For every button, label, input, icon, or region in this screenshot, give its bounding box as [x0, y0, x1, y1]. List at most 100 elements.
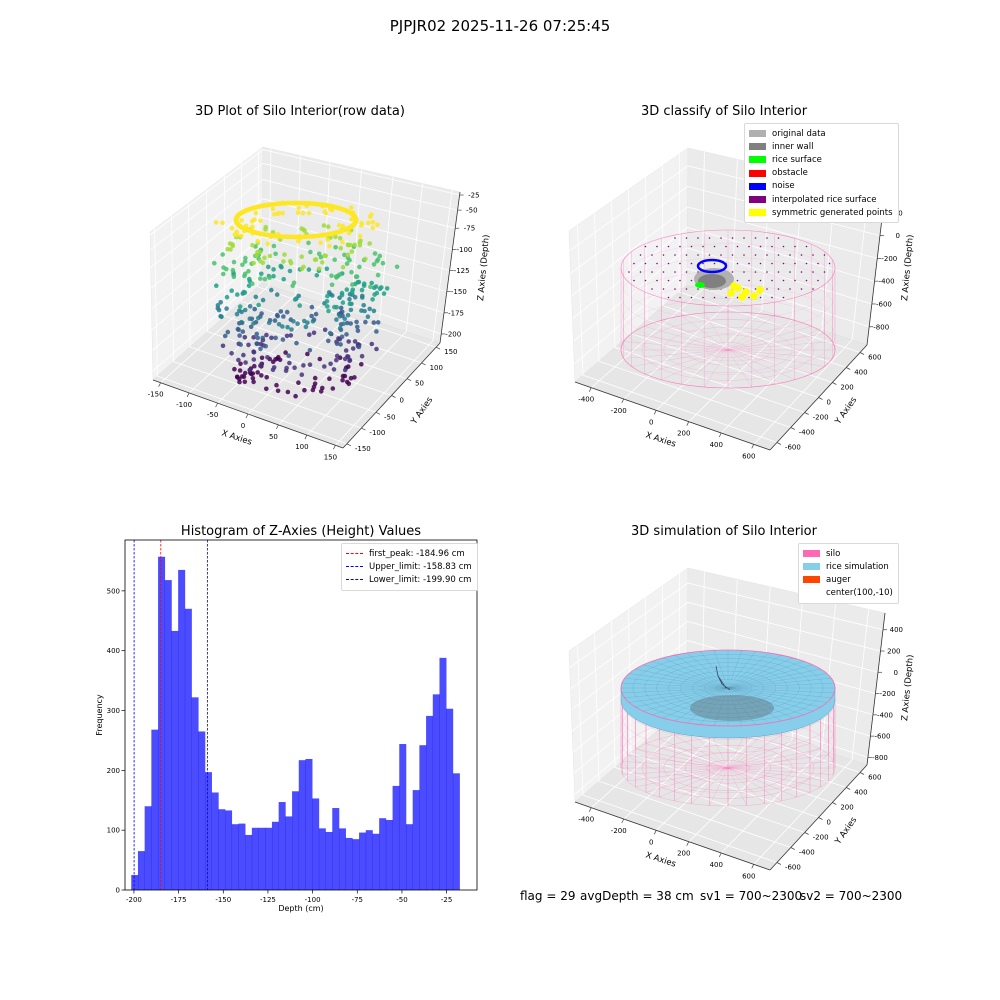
data-point	[300, 210, 306, 216]
data-point	[256, 230, 261, 236]
x-tick-label: -200	[611, 827, 627, 835]
data-point	[248, 324, 254, 330]
data-point	[246, 228, 252, 234]
y-tick-label: 150	[444, 348, 457, 356]
data-point	[271, 243, 277, 249]
histogram-bar	[251, 827, 259, 890]
legend-swatch	[749, 196, 766, 204]
data-point	[361, 303, 367, 308]
data-point	[318, 389, 324, 394]
rice-mesh-spoke	[713, 687, 729, 726]
data-point	[257, 249, 263, 255]
silo-floor-spoke	[691, 767, 729, 804]
gridline	[257, 150, 437, 348]
data-point	[259, 311, 264, 316]
data-point	[342, 316, 348, 322]
data-point	[227, 241, 233, 246]
silo-floor-spoke	[644, 326, 729, 351]
x-axis-line	[152, 379, 344, 449]
y-tick	[832, 382, 837, 385]
histogram-bar	[426, 715, 434, 890]
data-point	[329, 273, 334, 279]
data-point	[243, 223, 249, 229]
data-point	[346, 364, 351, 369]
y-tick-label: 100	[430, 364, 443, 372]
symmetric-point	[734, 284, 742, 292]
data-point	[361, 257, 367, 263]
data-point	[348, 321, 354, 326]
silo-floor-spoke	[727, 732, 765, 769]
data-point	[348, 307, 354, 313]
data-point	[275, 356, 280, 361]
data-point	[237, 379, 242, 385]
interpolated-point	[725, 279, 727, 282]
histogram-bar	[332, 808, 340, 890]
data-point	[350, 212, 356, 218]
rice-mesh-ring	[704, 679, 752, 697]
data-point	[337, 295, 342, 301]
data-point	[296, 239, 301, 244]
rice-mesh-spoke	[700, 687, 729, 725]
data-point	[244, 226, 249, 232]
data-point	[384, 286, 390, 291]
data-point	[307, 201, 312, 206]
y-tick-label: -600	[785, 444, 801, 452]
gridline	[623, 579, 738, 820]
histogram-bar	[278, 802, 286, 890]
data-point	[294, 340, 299, 346]
rice-mesh-spoke	[662, 687, 729, 719]
silo-floor-spoke	[727, 767, 829, 782]
silo-floor-spoke	[727, 341, 833, 351]
data-point	[346, 225, 352, 231]
data-point	[357, 233, 363, 239]
data-point	[281, 276, 287, 282]
data-point	[258, 363, 263, 368]
data-point	[309, 201, 315, 207]
rice-mesh-spoke	[713, 650, 729, 689]
silo-floor-spoke	[727, 349, 775, 385]
data-point	[237, 321, 242, 326]
interpolated-point	[800, 254, 803, 256]
y-tick-label: -400	[799, 849, 815, 857]
data-point	[334, 353, 340, 359]
data-point	[320, 385, 325, 391]
silo-floor-spoke	[727, 767, 811, 793]
data-point	[221, 265, 226, 270]
data-point	[270, 206, 276, 212]
x-tick-label: -150	[148, 391, 164, 399]
data-point	[367, 241, 373, 246]
legend-swatch	[749, 156, 766, 164]
rice-mesh-spoke	[674, 687, 729, 722]
y-tick	[391, 395, 396, 398]
data-point	[256, 302, 261, 308]
data-point	[242, 379, 248, 385]
data-point	[233, 218, 239, 224]
data-point	[307, 348, 313, 353]
y-tick-label: 600	[868, 354, 881, 362]
silo-floor-spoke	[727, 349, 795, 380]
interpolated-point	[736, 245, 739, 248]
x-tick	[718, 852, 722, 858]
data-point	[239, 374, 245, 379]
gridline	[574, 268, 870, 365]
data-point	[321, 223, 327, 228]
y-tick-label: 200	[840, 804, 853, 812]
interpolated-point	[679, 262, 681, 265]
data-point	[357, 240, 363, 245]
data-point	[301, 227, 306, 232]
legend-silo: silo	[803, 547, 893, 560]
data-point	[333, 274, 339, 280]
silo-floor-spoke	[704, 312, 729, 351]
data-point	[307, 362, 313, 368]
rice-mesh-spoke	[727, 687, 804, 715]
data-point	[256, 204, 261, 210]
data-point	[234, 215, 239, 221]
data-point	[370, 219, 376, 225]
data-point	[268, 234, 274, 240]
data-point	[237, 333, 242, 338]
data-point	[274, 292, 280, 297]
interpolated-point	[736, 279, 739, 282]
data-point	[250, 371, 256, 376]
data-point	[329, 282, 335, 288]
gridline	[150, 162, 458, 251]
